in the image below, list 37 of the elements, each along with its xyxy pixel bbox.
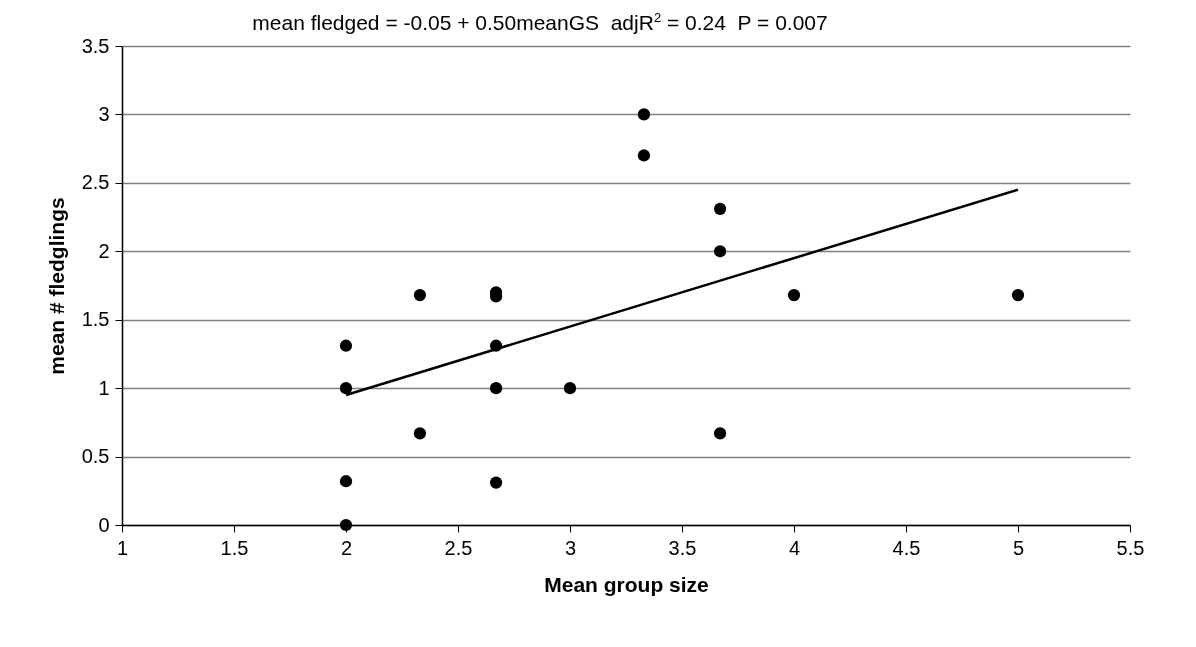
- point: [339, 339, 353, 352]
- point: [713, 427, 727, 440]
- x-tick-label: 4: [788, 536, 801, 559]
- x-tick-label: 2: [340, 536, 353, 559]
- point: [713, 202, 727, 215]
- y-tick-label: 2: [98, 239, 110, 262]
- y-tick-label: 3.5: [81, 34, 110, 57]
- y-axis-title: mean # fledglings: [44, 197, 68, 375]
- x-tick-label: 5.5: [1116, 536, 1145, 559]
- point: [563, 382, 577, 395]
- point: [339, 518, 353, 532]
- y-tick-label: 0.5: [81, 445, 110, 468]
- y-tick-label: 1: [98, 376, 110, 399]
- point: [1011, 288, 1025, 302]
- x-tick-label: 5: [1012, 536, 1025, 559]
- point: [339, 382, 353, 395]
- x-tick-label: 1: [116, 536, 129, 559]
- y-tick-label: 1.5: [81, 308, 110, 331]
- point: [637, 108, 651, 121]
- y-tick-label: 2.5: [81, 171, 110, 194]
- x-tick-label: 4.5: [892, 536, 921, 559]
- x-tick-label: 1.5: [220, 536, 249, 559]
- x-axis-title: Mean group size: [544, 572, 709, 596]
- chart-title: mean fledged = -0.05 + 0.50meanGS adjR$^{2}$ = 0.24 P = 0.007: [251, 10, 829, 35]
- y-tick-label: 0: [98, 513, 110, 536]
- point: [713, 245, 727, 258]
- point: [489, 382, 503, 395]
- x-tick-label: 2.5: [444, 536, 473, 559]
- point: [413, 288, 427, 302]
- point: [787, 288, 801, 302]
- point: [413, 427, 427, 440]
- point: [637, 149, 651, 162]
- x-tick-label: 3.5: [668, 536, 697, 559]
- point: [339, 475, 353, 488]
- point: [489, 476, 503, 489]
- x-tick-label: 3: [564, 536, 577, 559]
- y-tick-label: 3: [98, 102, 110, 125]
